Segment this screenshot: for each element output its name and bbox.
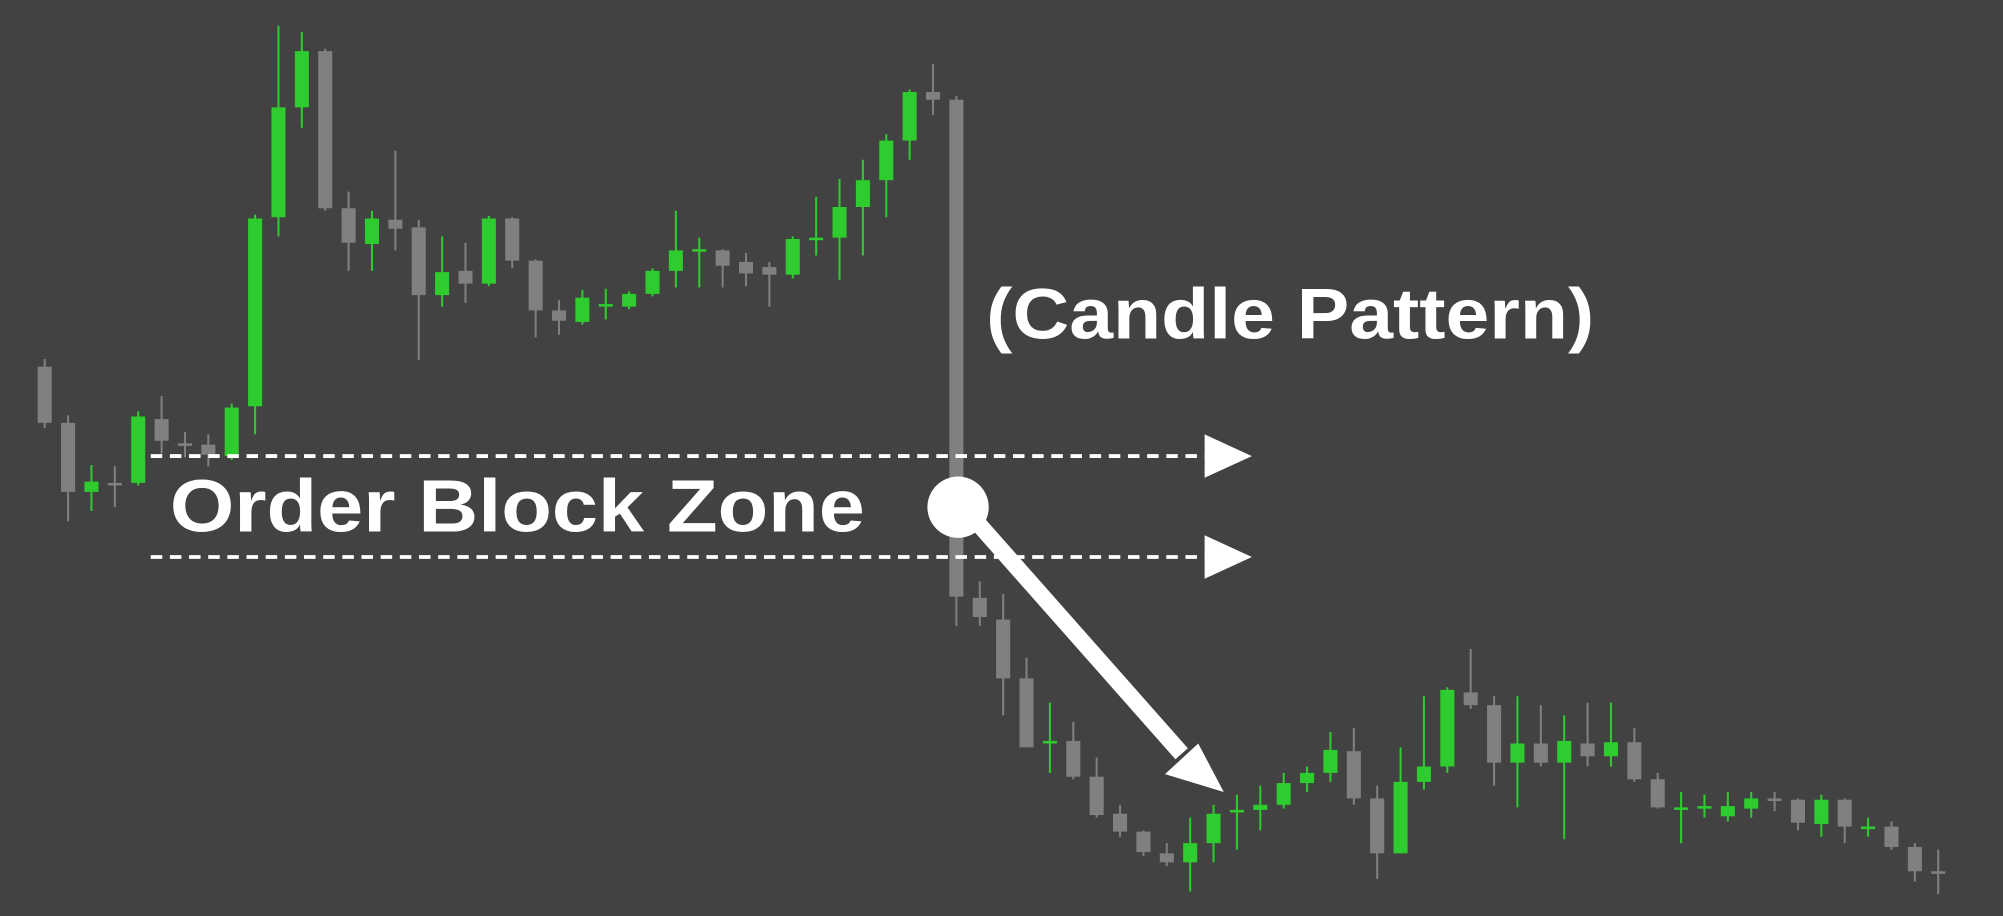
candle-body (224, 407, 239, 457)
candle-body (762, 267, 777, 275)
candle-body (1113, 813, 1128, 832)
candle-body (1790, 799, 1805, 823)
candle-body (1861, 826, 1876, 830)
candle-body (1370, 798, 1385, 854)
candle-body (505, 218, 520, 261)
candle-body (341, 208, 356, 243)
candle-body (785, 238, 800, 275)
candle-body (738, 261, 754, 274)
candle-body (1837, 799, 1852, 827)
candle-body (1720, 806, 1735, 817)
candle-body (1931, 871, 1946, 874)
candle-body (1183, 843, 1198, 863)
candle-body (1066, 740, 1081, 777)
candle-body (996, 619, 1011, 679)
candle-body (1416, 766, 1431, 782)
candle-body (528, 260, 543, 311)
candle-body (1697, 806, 1712, 809)
candle-body (1253, 804, 1268, 810)
candle-body (107, 482, 122, 486)
candle-body (1393, 781, 1408, 854)
candle-body (1440, 689, 1455, 767)
candle-body (1627, 742, 1642, 780)
zone-arrowhead (1204, 434, 1252, 478)
candle-body (1323, 749, 1338, 773)
candle-body (879, 140, 894, 181)
candle-body (1533, 743, 1548, 763)
candle-body (37, 366, 52, 423)
candle-body (1019, 678, 1034, 748)
candle-body (388, 219, 403, 229)
candle-body (1884, 826, 1899, 847)
candle-body (1510, 743, 1525, 763)
candle-body (201, 444, 216, 455)
candle-body (1674, 807, 1689, 810)
candle-body (809, 237, 824, 241)
candle-body (622, 293, 637, 307)
candle-body (1557, 740, 1572, 763)
candle-body (411, 227, 426, 296)
candle-body (972, 597, 987, 618)
candle-body (1580, 743, 1595, 757)
candle-body (1206, 813, 1221, 844)
candle-body (645, 270, 660, 294)
candle-body (926, 92, 941, 100)
candle-body (248, 218, 263, 407)
arrow-shaft (960, 505, 1188, 760)
candle-body (1136, 831, 1151, 853)
candle-body (692, 249, 707, 252)
candle-body (294, 51, 309, 108)
candle-body (458, 270, 473, 284)
candle-body (271, 107, 286, 218)
candle-body (832, 206, 847, 238)
zone-arrowhead (1204, 535, 1252, 579)
candle-body (1744, 798, 1759, 809)
candle-body (154, 419, 169, 441)
candle-body (668, 250, 683, 271)
candle-body (551, 310, 567, 321)
candle-body (364, 218, 380, 245)
candle-body (177, 443, 192, 446)
candle-body (715, 250, 730, 266)
candle-body (1603, 742, 1618, 757)
candle-body (1276, 783, 1291, 805)
candle-body (481, 218, 496, 284)
candles (37, 25, 1946, 895)
candle-body (598, 304, 613, 307)
candle-body (949, 99, 964, 597)
arrow-head (1165, 743, 1224, 793)
annotation: Order Block Zone (170, 464, 865, 547)
candle-body (318, 51, 333, 209)
candle-body (1300, 772, 1315, 784)
candle-body (902, 92, 917, 141)
candle-body (131, 416, 146, 483)
annotation: (Candle Pattern) (986, 275, 1594, 355)
candle-body (1767, 798, 1782, 801)
candle-body (1814, 799, 1829, 824)
candle-body (855, 180, 870, 207)
candle-body (1159, 853, 1174, 863)
order-block-zone (150, 434, 1252, 579)
candle-body (1042, 740, 1057, 744)
candle-body (1650, 779, 1665, 808)
candle-body (1487, 705, 1502, 763)
candle-body (84, 481, 99, 492)
candle-body (1346, 751, 1361, 799)
candle-body (61, 422, 76, 492)
marker-dot (927, 476, 989, 538)
candle-body (575, 297, 590, 322)
candle-body (1463, 692, 1478, 706)
candle-body (1229, 809, 1244, 813)
candle-body (1089, 776, 1104, 816)
candle-body (435, 272, 450, 296)
candle-body (1907, 846, 1922, 872)
